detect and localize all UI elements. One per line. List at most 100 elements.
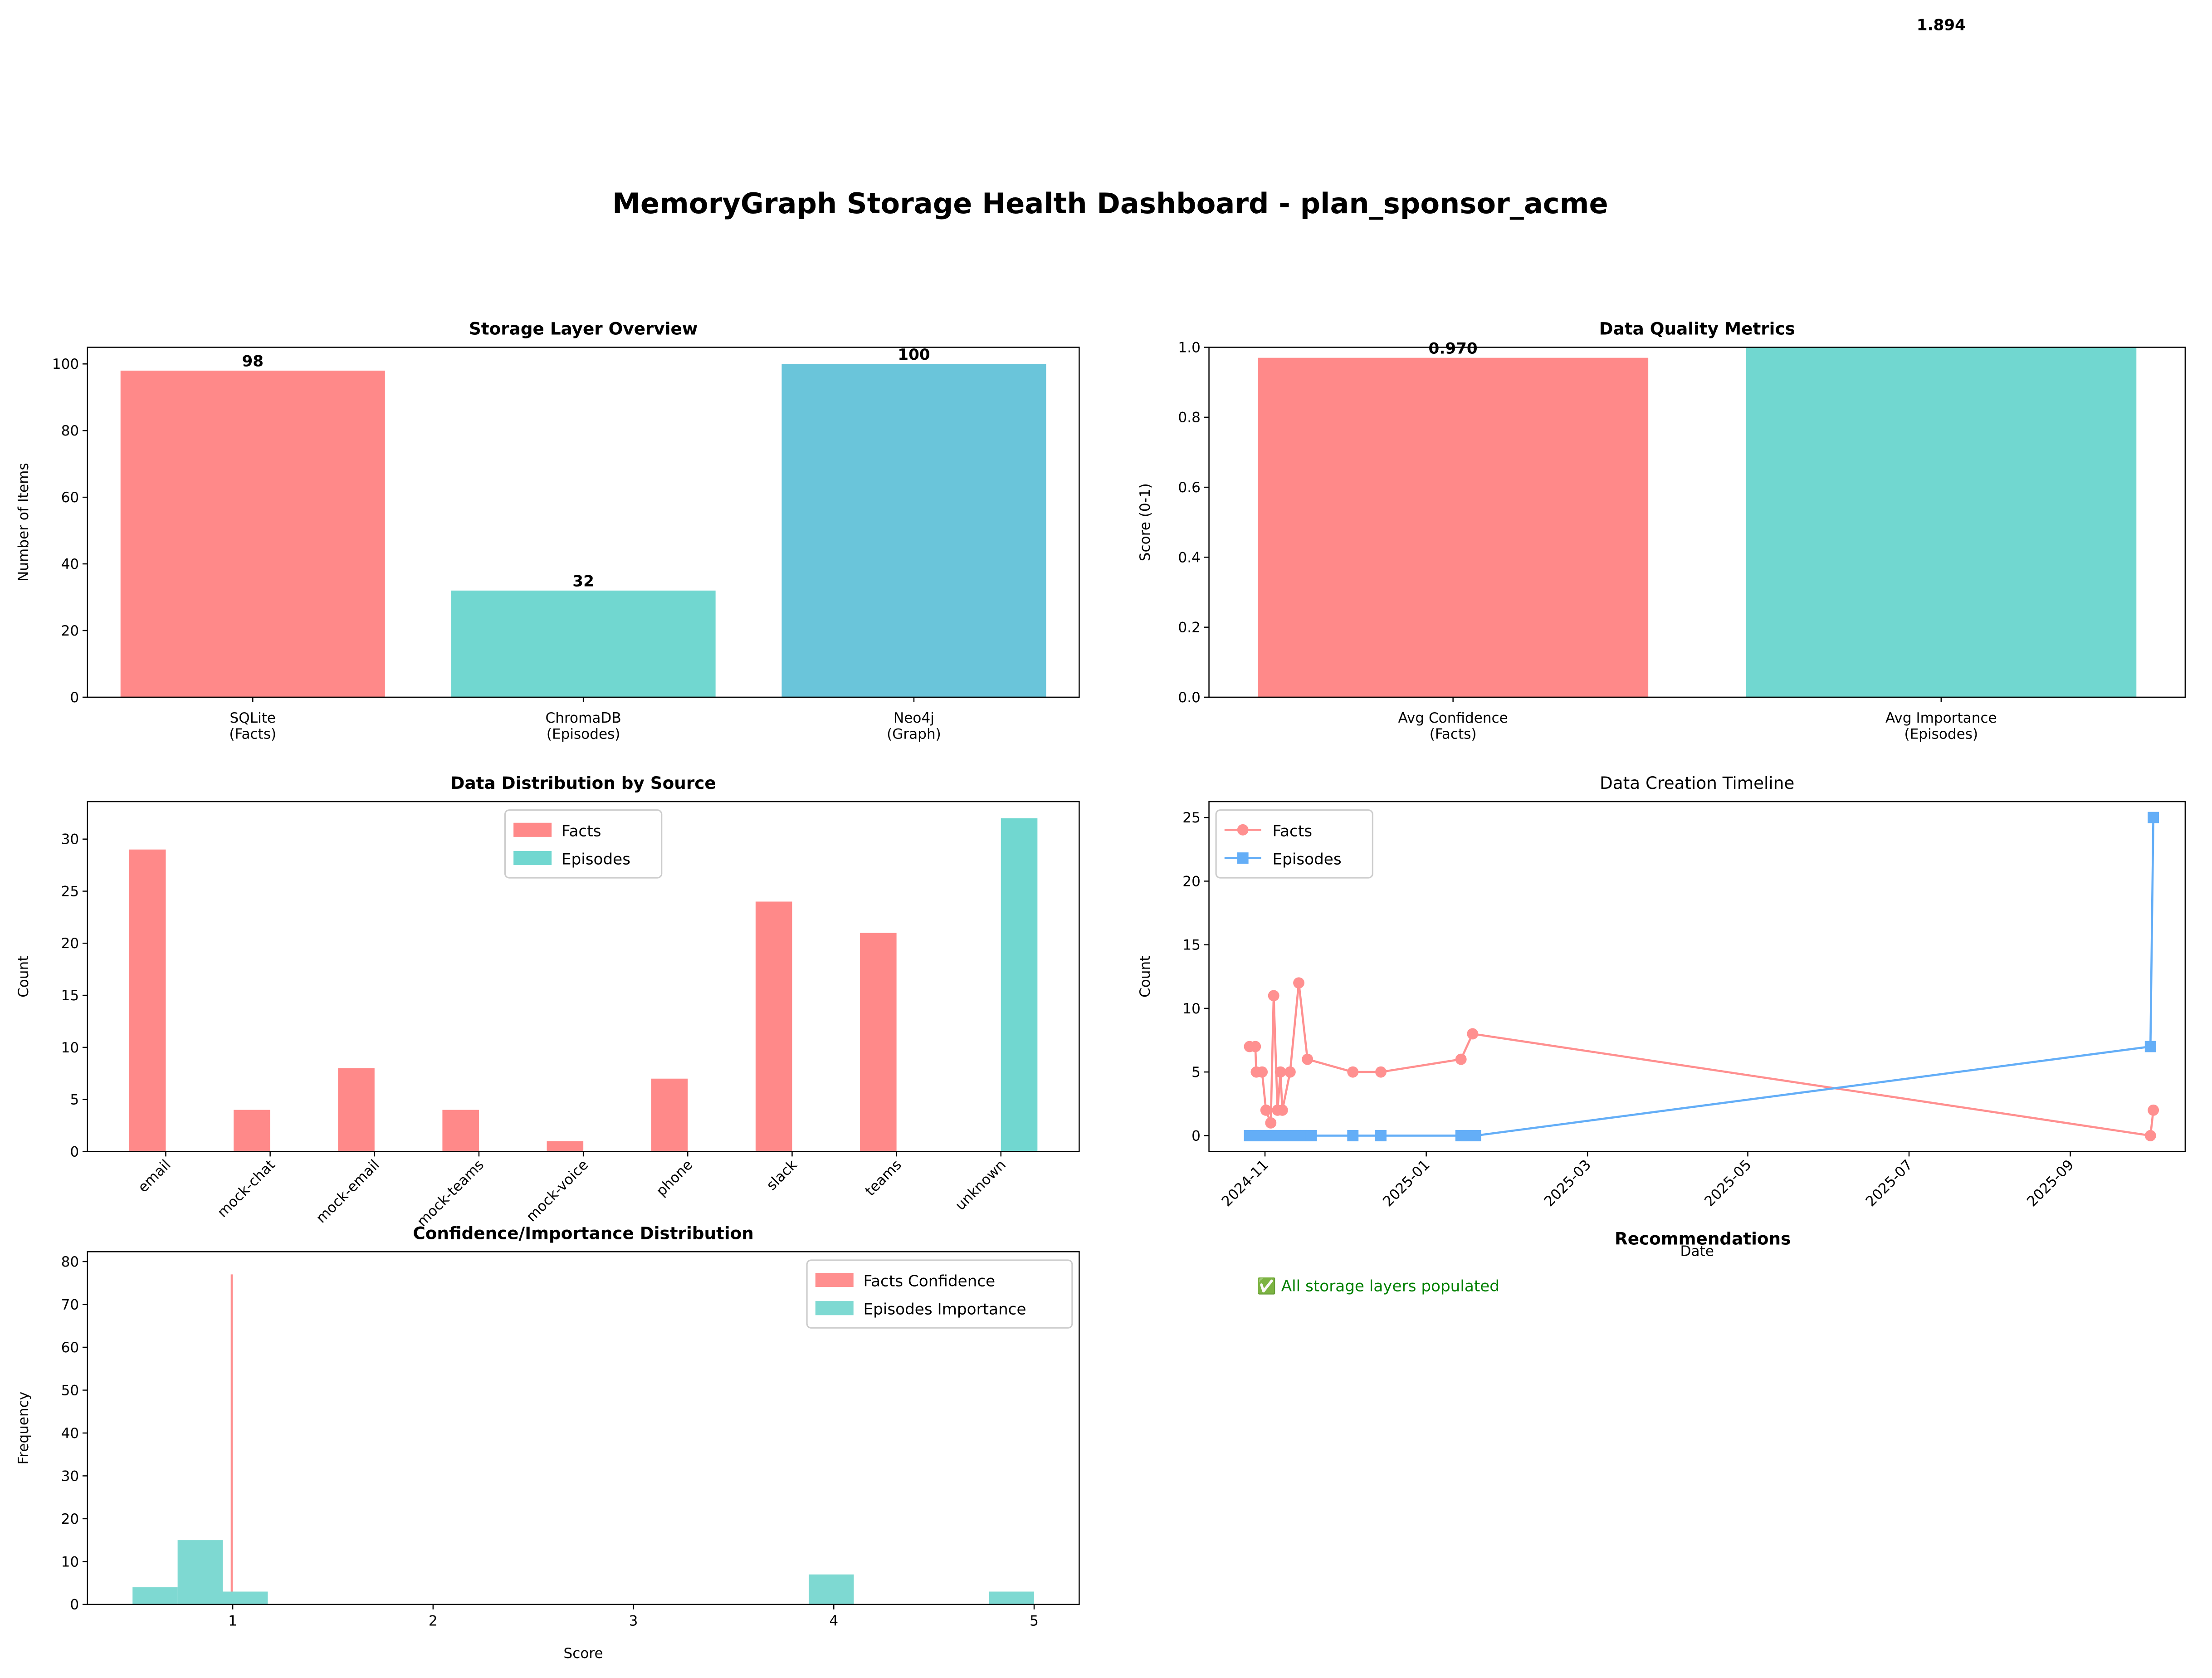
y-tick-label: 80: [61, 1254, 79, 1270]
marker: [1305, 1130, 1317, 1141]
y-tick-label: 100: [52, 356, 79, 372]
marker: [1467, 1028, 1479, 1040]
legend-swatch: [513, 822, 552, 837]
data-label: 0.970: [1429, 339, 1478, 357]
marker: [1470, 1130, 1481, 1141]
histogram-bar: [809, 1574, 854, 1605]
y-tick-label: 40: [61, 556, 79, 572]
x-tick-label: 5: [1030, 1613, 1039, 1629]
marker: [1347, 1066, 1359, 1078]
x-tick-label: ChromaDB (Episodes): [546, 710, 621, 743]
y-tick-label: 10: [61, 1040, 79, 1056]
y-tick-label: 0.2: [1178, 620, 1200, 636]
bar: [442, 1110, 479, 1152]
bar: [1746, 347, 2137, 697]
y-tick-label: 20: [61, 623, 79, 639]
bar: [755, 901, 792, 1152]
y-tick-label: 20: [61, 935, 79, 952]
axes-frame: [87, 1251, 1080, 1605]
y-axis-label: Score (0-1): [1137, 483, 1153, 561]
y-tick-label: 1.0: [1178, 339, 1200, 356]
marker: [1250, 1041, 1261, 1052]
data-label: 32: [572, 572, 594, 590]
x-tick-label: SQLite (Facts): [229, 710, 276, 743]
bar: [1001, 818, 1038, 1152]
marker: [2148, 812, 2159, 823]
y-tick-label: 0.0: [1178, 690, 1200, 706]
y-tick-label: 30: [61, 832, 79, 848]
chart-title: Data Creation Timeline: [1600, 773, 1794, 793]
marker: [1256, 1066, 1268, 1078]
marker: [1293, 977, 1304, 989]
x-tick-label: 1: [228, 1613, 237, 1629]
legend-label: Episodes Importance: [864, 1301, 1026, 1319]
bar: [120, 370, 385, 697]
bar: [338, 1068, 375, 1152]
bar: [1258, 357, 1649, 697]
chart-title: Storage Layer Overview: [469, 319, 698, 339]
bar: [651, 1078, 688, 1152]
bar: [129, 849, 166, 1152]
chart-title: Data Quality Metrics: [1599, 319, 1795, 339]
legend-box: [1215, 809, 1373, 879]
x-tick-label: Avg Importance (Episodes): [1885, 710, 1997, 743]
y-tick-label: 5: [1191, 1064, 1201, 1081]
legend: Facts Confidence Episodes Importance: [806, 1259, 1073, 1329]
bar: [781, 364, 1046, 697]
bar: [547, 1141, 584, 1152]
marker: [2148, 1104, 2159, 1116]
chart-title: Data Distribution by Source: [451, 773, 716, 793]
x-tick-label: 3: [629, 1613, 638, 1629]
y-tick-label: 0: [70, 1597, 79, 1613]
y-tick-label: 25: [61, 883, 79, 900]
marker: [2144, 1041, 2156, 1052]
y-tick-label: 0: [1191, 1128, 1201, 1144]
plot-area: [1258, 347, 2137, 697]
y-tick-label: 10: [1182, 1001, 1201, 1017]
marker: [1284, 1066, 1296, 1078]
chart-title: Confidence/Importance Distribution: [413, 1223, 753, 1243]
y-tick-label: 20: [61, 1511, 79, 1527]
marker: [1455, 1053, 1467, 1065]
marker: [1265, 1117, 1277, 1129]
recommendation-item: ✅ All storage layers populated: [1257, 1277, 1499, 1295]
marker: [1302, 1053, 1314, 1065]
histogram-bar: [230, 1274, 233, 1605]
histogram-bar: [223, 1591, 268, 1605]
y-tick-label: 10: [61, 1554, 79, 1570]
marker: [1260, 1104, 1272, 1116]
legend-label: Episodes: [1273, 850, 1342, 868]
axes-frame: [87, 801, 1080, 1152]
y-tick-label: 80: [61, 423, 79, 439]
legend-marker: [1237, 824, 1249, 836]
y-axis-label: Number of Items: [15, 463, 32, 582]
marker: [1375, 1130, 1387, 1141]
legend-marker: [1237, 852, 1249, 864]
bar: [860, 933, 897, 1152]
legend: Facts Episodes: [504, 809, 663, 879]
plot-area: [1244, 812, 2159, 1141]
histogram-bar: [989, 1591, 1035, 1605]
x-tick-label: 4: [829, 1613, 838, 1629]
y-axis-label: Count: [15, 956, 32, 998]
legend: Facts Episodes: [1215, 809, 1373, 879]
y-tick-label: 0.6: [1178, 479, 1200, 496]
plot-area: [132, 1274, 1035, 1605]
y-tick-label: 15: [61, 988, 79, 1004]
axes-frame: [1208, 347, 2186, 698]
plot-area: [120, 364, 1046, 697]
histogram-bar: [177, 1540, 223, 1605]
data-label: 98: [242, 352, 264, 371]
legend-label: Facts: [1273, 822, 1313, 840]
legend-swatch: [513, 851, 552, 866]
x-axis-label: Date: [1680, 1243, 1714, 1260]
y-tick-label: 60: [61, 489, 79, 506]
legend-label: Episodes: [562, 850, 630, 868]
y-tick-label: 20: [1182, 873, 1201, 890]
y-tick-label: 0.8: [1178, 410, 1200, 426]
data-label: 1.894: [1917, 16, 1966, 34]
marker: [1375, 1066, 1387, 1078]
x-tick-label: 2: [429, 1613, 438, 1629]
